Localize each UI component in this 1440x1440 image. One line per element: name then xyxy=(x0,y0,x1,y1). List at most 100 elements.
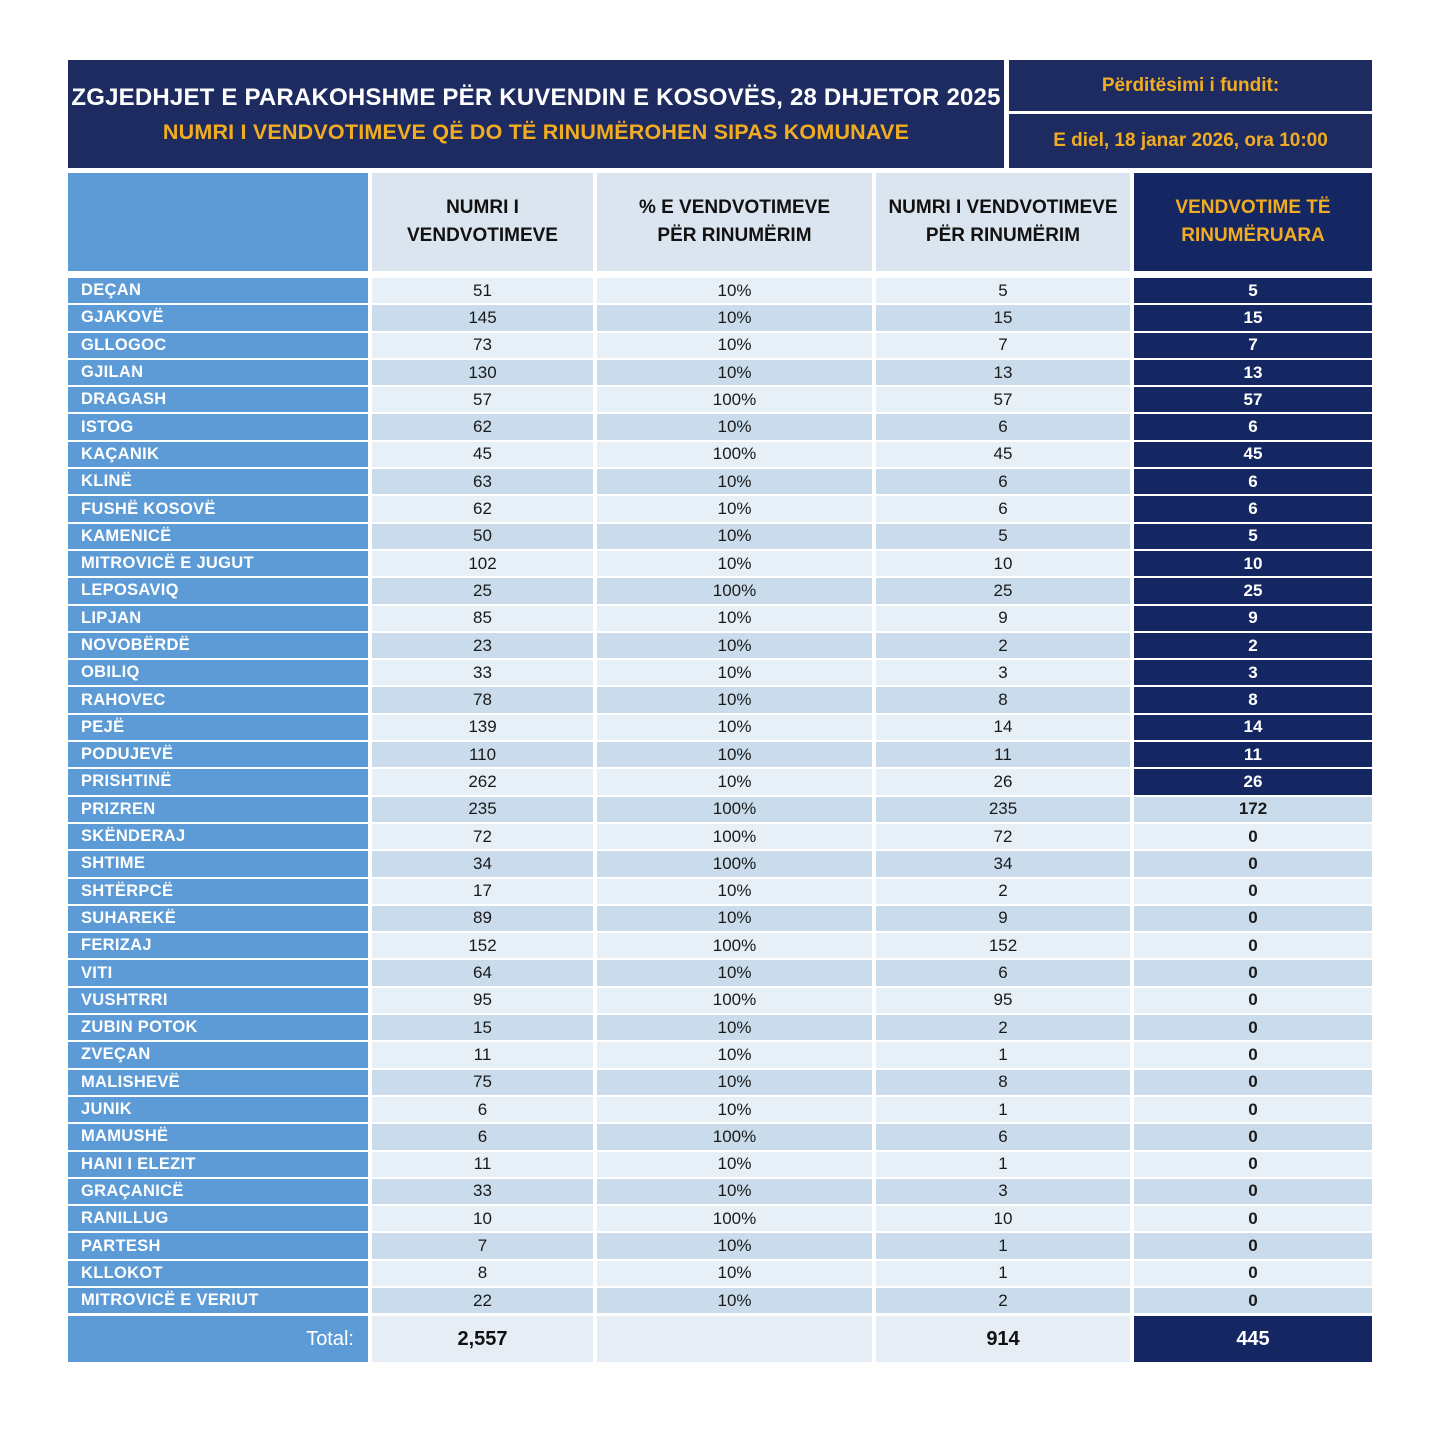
municipality-label: PARTESH xyxy=(68,1233,368,1259)
percent-value: 10% xyxy=(597,359,872,386)
recounted-value: 0 xyxy=(1134,1069,1372,1095)
table-row: HANI I ELEZIT 11 10% 1 0 xyxy=(68,1151,1372,1177)
stations-value: 6 xyxy=(372,1124,593,1150)
for-recount-value: 6 xyxy=(876,960,1130,986)
table-row: KLINË 63 10% 6 6 xyxy=(68,469,1372,495)
table-row: DEÇAN 51 10% 5 5 xyxy=(68,278,1372,304)
table-row: MITROVICË E VERIUT 22 10% 2 0 xyxy=(68,1287,1372,1314)
recounted-value: 10 xyxy=(1134,550,1372,577)
municipality-label: RAHOVEC xyxy=(68,687,368,713)
percent-value: 10% xyxy=(597,305,872,331)
for-recount-value: 9 xyxy=(876,605,1130,631)
table-row: LIPJAN 85 10% 9 9 xyxy=(68,605,1372,631)
total-recounted: 445 xyxy=(1134,1316,1372,1363)
table-row: ZUBIN POTOK 15 10% 2 0 xyxy=(68,1015,1372,1041)
stations-value: 102 xyxy=(372,550,593,577)
last-update-label: Përditësimi i fundit: xyxy=(1101,74,1280,96)
recounted-value: 0 xyxy=(1134,823,1372,850)
stations-value: 139 xyxy=(372,714,593,741)
for-recount-value: 34 xyxy=(876,851,1130,877)
percent-value: 100% xyxy=(597,1206,872,1232)
municipality-label: OBILIQ xyxy=(68,660,368,686)
column-header-municipality xyxy=(68,173,368,271)
for-recount-value: 9 xyxy=(876,905,1130,932)
table-row: DRAGASH 57 100% 57 57 xyxy=(68,387,1372,413)
stations-value: 15 xyxy=(372,1015,593,1041)
municipality-label: PRISHTINË xyxy=(68,769,368,795)
recounted-value: 13 xyxy=(1134,359,1372,386)
percent-value: 10% xyxy=(597,1178,872,1205)
recounted-value: 0 xyxy=(1134,878,1372,904)
stations-value: 78 xyxy=(372,687,593,713)
table-body: DEÇAN 51 10% 5 5 GJAKOVË 145 10% 15 15 G… xyxy=(68,278,1372,1314)
total-percent xyxy=(597,1316,872,1363)
municipality-label: ISTOG xyxy=(68,414,368,440)
table-row: GRAÇANICË 33 10% 3 0 xyxy=(68,1178,1372,1205)
table-row: MALISHEVË 75 10% 8 0 xyxy=(68,1069,1372,1095)
stations-value: 10 xyxy=(372,1206,593,1232)
percent-value: 100% xyxy=(597,578,872,604)
municipality-label: HANI I ELEZIT xyxy=(68,1151,368,1177)
recounted-value: 6 xyxy=(1134,469,1372,495)
table-row: SUHAREKË 89 10% 9 0 xyxy=(68,905,1372,932)
stations-value: 62 xyxy=(372,414,593,440)
municipality-label: SHTËRPCË xyxy=(68,878,368,904)
table-row: VITI 64 10% 6 0 xyxy=(68,960,1372,986)
stations-value: 152 xyxy=(372,933,593,959)
for-recount-value: 10 xyxy=(876,550,1130,577)
recounted-value: 14 xyxy=(1134,714,1372,741)
percent-value: 10% xyxy=(597,1260,872,1286)
table-row: SKËNDERAJ 72 100% 72 0 xyxy=(68,823,1372,850)
percent-value: 100% xyxy=(597,933,872,959)
stations-value: 89 xyxy=(372,905,593,932)
recounted-value: 6 xyxy=(1134,414,1372,440)
table-row: KLLOKOT 8 10% 1 0 xyxy=(68,1260,1372,1286)
municipality-label: MAMUSHË xyxy=(68,1124,368,1150)
total-for-recount: 914 xyxy=(876,1316,1130,1363)
table-row: PRIZREN 235 100% 235 172 xyxy=(68,796,1372,822)
percent-value: 10% xyxy=(597,960,872,986)
total-label: Total: xyxy=(68,1316,368,1363)
last-update-label-box: Përditësimi i fundit: xyxy=(1009,60,1372,111)
stations-value: 33 xyxy=(372,1178,593,1205)
stations-value: 57 xyxy=(372,387,593,413)
percent-value: 10% xyxy=(597,632,872,659)
percent-value: 10% xyxy=(597,1069,872,1095)
recounted-value: 0 xyxy=(1134,1287,1372,1314)
municipality-label: KLLOKOT xyxy=(68,1260,368,1286)
recounted-value: 9 xyxy=(1134,605,1372,631)
stations-value: 85 xyxy=(372,605,593,631)
for-recount-value: 14 xyxy=(876,714,1130,741)
recounted-value: 0 xyxy=(1134,1015,1372,1041)
municipality-label: DEÇAN xyxy=(68,278,368,304)
recounted-value: 0 xyxy=(1134,1206,1372,1232)
recounted-value: 0 xyxy=(1134,1178,1372,1205)
stations-value: 63 xyxy=(372,469,593,495)
for-recount-value: 11 xyxy=(876,742,1130,768)
stations-value: 8 xyxy=(372,1260,593,1286)
for-recount-value: 1 xyxy=(876,1260,1130,1286)
for-recount-value: 10 xyxy=(876,1206,1130,1232)
municipality-label: SHTIME xyxy=(68,851,368,877)
municipality-label: GRAÇANICË xyxy=(68,1178,368,1205)
for-recount-value: 6 xyxy=(876,414,1130,440)
for-recount-value: 25 xyxy=(876,578,1130,604)
for-recount-value: 1 xyxy=(876,1151,1130,1177)
stations-value: 51 xyxy=(372,278,593,304)
table-row: PODUJEVË 110 10% 11 11 xyxy=(68,742,1372,768)
for-recount-value: 152 xyxy=(876,933,1130,959)
recounted-value: 0 xyxy=(1134,1124,1372,1150)
table-row: SHTIME 34 100% 34 0 xyxy=(68,851,1372,877)
stations-value: 73 xyxy=(372,332,593,358)
municipality-label: RANILLUG xyxy=(68,1206,368,1232)
percent-value: 10% xyxy=(597,496,872,522)
municipality-label: FERIZAJ xyxy=(68,933,368,959)
percent-value: 10% xyxy=(597,1015,872,1041)
percent-value: 100% xyxy=(597,851,872,877)
percent-value: 10% xyxy=(597,905,872,932)
last-update-value-box: E diel, 18 janar 2026, ora 10:00 xyxy=(1009,114,1372,168)
for-recount-value: 2 xyxy=(876,1287,1130,1314)
stations-value: 11 xyxy=(372,1151,593,1177)
page-title: ZGJEDHJET E PARAKOHSHME PËR KUVENDIN E K… xyxy=(71,83,1001,111)
